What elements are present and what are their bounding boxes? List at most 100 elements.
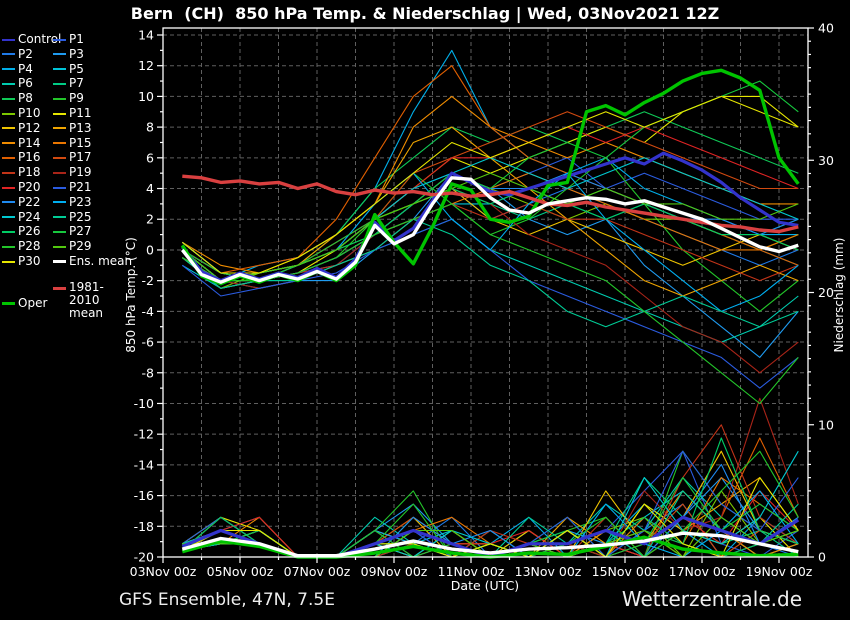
x-tick-label: 09Nov 00z xyxy=(361,564,428,579)
left-tick-label: 10 xyxy=(138,89,154,104)
legend-item-oper: Oper xyxy=(2,297,47,310)
left-tick-label: -6 xyxy=(142,335,155,350)
legend-item-p19: P19 xyxy=(53,166,92,179)
legend-label: P30 xyxy=(18,254,41,268)
legend-label: P19 xyxy=(69,165,92,180)
legend-swatch xyxy=(53,245,66,248)
legend-item-p16: P16 xyxy=(2,151,41,164)
legend-swatch xyxy=(53,260,66,263)
x-tick-label: 07Nov 00z xyxy=(284,564,351,579)
legend-swatch xyxy=(2,230,15,233)
legend-label: P16 xyxy=(18,150,41,165)
legend-swatch xyxy=(53,142,66,145)
legend-item-ens-mean: Ens. mean xyxy=(53,255,132,268)
legend-label: P1 xyxy=(69,32,84,46)
legend-swatch xyxy=(2,82,15,85)
legend-item-p30: P30 xyxy=(2,255,41,268)
series-line xyxy=(182,95,799,274)
left-axis-title: 850 hPa Temp. (°C) xyxy=(124,237,138,353)
legend-item-p18: P18 xyxy=(2,166,41,179)
legend-label: P15 xyxy=(69,135,92,150)
legend-label: P24 xyxy=(18,209,41,224)
legend-swatch xyxy=(53,201,66,204)
legend-swatch xyxy=(53,97,66,100)
x-tick-label: 11Nov 00z xyxy=(438,564,505,579)
legend-item-p4: P4 xyxy=(2,61,33,76)
legend-label: P8 xyxy=(18,91,33,106)
legend-item-1981-2010-mean: 1981-2010 mean xyxy=(53,281,131,320)
series-line xyxy=(181,218,799,389)
legend-item-p7: P7 xyxy=(53,77,84,90)
legend-swatch xyxy=(2,302,15,305)
legend-swatch xyxy=(53,53,66,56)
legend-item-p3: P3 xyxy=(53,47,84,61)
legend-swatch xyxy=(2,142,15,145)
left-tick-label: 8 xyxy=(146,120,154,135)
legend-swatch xyxy=(2,171,15,174)
left-tick-label: 4 xyxy=(146,181,154,196)
legend-item-p26: P26 xyxy=(2,225,41,238)
left-tick-label: -2 xyxy=(142,273,154,288)
series-line xyxy=(181,95,799,274)
site-credit-label: Wetterzentrale.de xyxy=(621,587,802,611)
page-title: Bern (CH) 850 hPa Temp. & Niederschlag |… xyxy=(130,4,720,23)
series-line xyxy=(182,126,799,274)
legend-item-p9: P9 xyxy=(53,92,84,105)
legend-label: P22 xyxy=(18,194,41,209)
series-line xyxy=(181,218,799,328)
legend-item-p22: P22 xyxy=(2,194,41,209)
series-line xyxy=(181,49,799,282)
x-tick-label: 13Nov 00z xyxy=(515,564,582,579)
left-tick-label: -20 xyxy=(134,550,154,565)
right-tick-label: 40 xyxy=(818,21,834,36)
legend-swatch xyxy=(53,156,66,159)
legend-item-p11: P11 xyxy=(53,107,92,120)
legend-swatch xyxy=(2,38,15,41)
legend-item-control: Control xyxy=(2,33,61,46)
legend-label: P11 xyxy=(69,106,92,120)
legend-swatch xyxy=(53,82,66,85)
left-tick-label: 6 xyxy=(146,150,154,165)
series-line xyxy=(182,126,799,297)
legend-label: 1981-2010 mean xyxy=(69,280,104,320)
legend-item-p27: P27 xyxy=(53,225,92,238)
series-line xyxy=(180,176,799,284)
x-tick-label: 17Nov 00z xyxy=(669,564,736,579)
legend-label: Oper xyxy=(18,296,48,310)
legend-item-p5: P5 xyxy=(53,61,84,76)
legend-item-p12: P12 xyxy=(2,120,41,135)
left-tick-label: 0 xyxy=(146,242,154,257)
legend-swatch xyxy=(2,68,15,71)
legend-item-p6: P6 xyxy=(2,77,33,90)
series-line xyxy=(182,203,799,405)
legend-label: P27 xyxy=(69,224,92,239)
left-tick-label: -12 xyxy=(134,427,154,442)
right-tick-label: 30 xyxy=(818,153,834,168)
legend-item-p17: P17 xyxy=(53,151,92,164)
x-axis-title: Date (UTC) xyxy=(450,578,520,593)
series-line xyxy=(182,187,799,274)
legend-item-p23: P23 xyxy=(53,194,92,209)
legend-label: P28 xyxy=(18,239,41,254)
legend-label: P17 xyxy=(69,150,92,165)
series-line xyxy=(181,437,799,558)
left-tick-label: -10 xyxy=(134,396,154,411)
legend-swatch xyxy=(2,156,15,159)
legend-label: P5 xyxy=(69,61,84,76)
legend-label: P4 xyxy=(18,61,33,76)
series-line xyxy=(181,437,799,558)
left-tick-label: -16 xyxy=(134,488,154,503)
left-tick-label: -8 xyxy=(142,365,155,380)
legend-swatch xyxy=(2,245,15,248)
legend-item-p10: P10 xyxy=(2,107,41,120)
legend-item-p1: P1 xyxy=(53,33,84,46)
legend-swatch xyxy=(2,53,15,56)
legend-swatch xyxy=(53,287,66,290)
legend-label: P2 xyxy=(18,46,33,61)
legend-label: P12 xyxy=(18,120,41,135)
legend-label: P29 xyxy=(69,239,92,254)
left-tick-label: 14 xyxy=(138,28,154,43)
legend-item-p28: P28 xyxy=(2,240,41,253)
legend-label: P23 xyxy=(69,194,92,209)
